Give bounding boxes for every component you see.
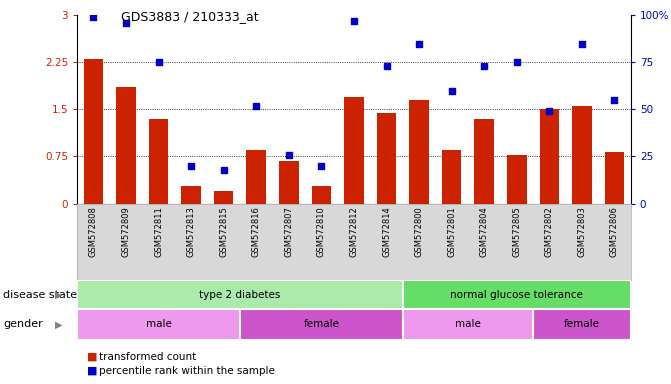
Text: GSM572811: GSM572811: [154, 206, 163, 257]
Bar: [376, 113, 397, 204]
Bar: [84, 59, 103, 204]
Point: [446, 88, 457, 94]
Bar: [344, 97, 364, 204]
Text: GSM572810: GSM572810: [317, 206, 326, 257]
Bar: [442, 150, 462, 204]
Text: GSM572805: GSM572805: [512, 206, 521, 257]
Point: [153, 59, 164, 65]
Point: [609, 97, 620, 103]
Bar: [77, 309, 240, 340]
Text: GSM572807: GSM572807: [285, 206, 293, 257]
Point: [479, 63, 490, 69]
Point: [544, 108, 555, 114]
Text: GSM572802: GSM572802: [545, 206, 554, 257]
Bar: [246, 150, 266, 204]
Point: [283, 152, 294, 158]
Bar: [539, 109, 559, 204]
Text: GSM572803: GSM572803: [577, 206, 586, 257]
Point: [251, 103, 262, 109]
Text: transformed count: transformed count: [99, 352, 197, 362]
Text: disease state: disease state: [3, 290, 77, 300]
Point: [349, 18, 360, 24]
Bar: [474, 119, 494, 204]
Bar: [311, 186, 331, 204]
Bar: [605, 152, 624, 204]
Bar: [507, 155, 527, 204]
Point: [121, 20, 132, 26]
Text: GSM572816: GSM572816: [252, 206, 261, 257]
Point: [218, 167, 229, 173]
Bar: [533, 309, 631, 340]
Point: [316, 163, 327, 169]
Text: gender: gender: [3, 319, 43, 329]
Bar: [214, 191, 234, 204]
Text: GSM572800: GSM572800: [415, 206, 423, 257]
Text: GSM572813: GSM572813: [187, 206, 196, 257]
Text: GSM572801: GSM572801: [447, 206, 456, 257]
Text: type 2 diabetes: type 2 diabetes: [199, 290, 280, 300]
Bar: [572, 106, 592, 204]
Text: ▶: ▶: [55, 319, 63, 329]
Text: GSM572806: GSM572806: [610, 206, 619, 257]
Text: GSM572804: GSM572804: [480, 206, 488, 257]
Text: female: female: [303, 319, 340, 329]
Point: [381, 63, 392, 69]
Text: ■: ■: [87, 366, 98, 376]
Point: [88, 14, 99, 20]
Bar: [279, 161, 299, 204]
Text: female: female: [564, 319, 600, 329]
Text: ▶: ▶: [55, 290, 63, 300]
Text: GSM572808: GSM572808: [89, 206, 98, 257]
Point: [576, 41, 587, 47]
Text: ■: ■: [87, 352, 98, 362]
Text: GDS3883 / 210333_at: GDS3883 / 210333_at: [121, 10, 258, 23]
Bar: [409, 100, 429, 204]
Text: male: male: [146, 319, 172, 329]
Text: GSM572812: GSM572812: [350, 206, 358, 257]
Bar: [181, 186, 201, 204]
Bar: [403, 309, 533, 340]
Bar: [116, 88, 136, 204]
Point: [186, 163, 197, 169]
Bar: [240, 309, 403, 340]
Point: [414, 41, 425, 47]
Text: GSM572809: GSM572809: [121, 206, 131, 257]
Text: GSM572814: GSM572814: [382, 206, 391, 257]
Bar: [77, 280, 403, 309]
Bar: [403, 280, 631, 309]
Bar: [149, 119, 168, 204]
Text: normal glucose tolerance: normal glucose tolerance: [450, 290, 583, 300]
Text: percentile rank within the sample: percentile rank within the sample: [99, 366, 275, 376]
Text: male: male: [455, 319, 481, 329]
Text: GSM572815: GSM572815: [219, 206, 228, 257]
Point: [511, 59, 522, 65]
